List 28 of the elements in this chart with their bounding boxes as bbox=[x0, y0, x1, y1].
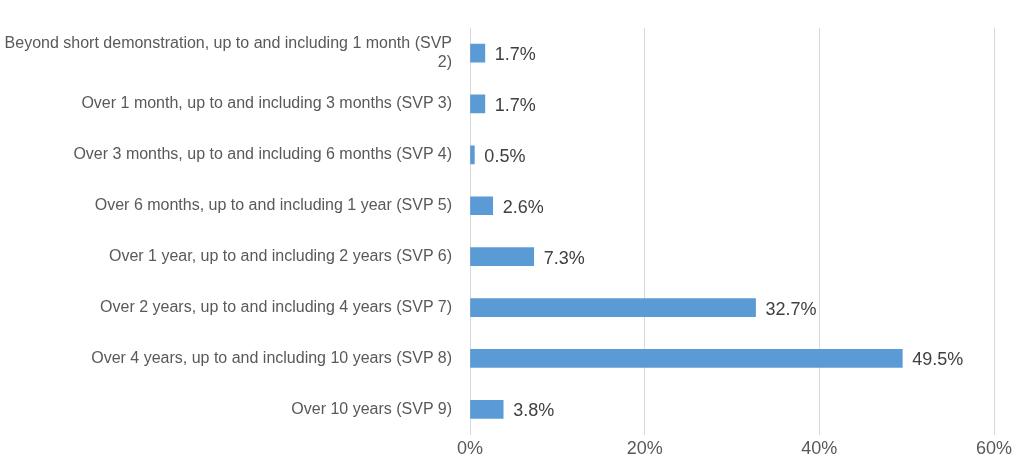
y-tick-label: Over 3 months, up to and including 6 months (SVP 4) bbox=[73, 145, 452, 163]
bar bbox=[470, 196, 494, 216]
y-tick-label: Over 1 month, up to and including 3 months (SVP 3) bbox=[81, 94, 452, 112]
data-label: 49.5% bbox=[912, 349, 964, 370]
y-tick-label: Over 1 year, up to and including 2 years (SVP 6) bbox=[108, 247, 452, 265]
data-label: 0.5% bbox=[484, 145, 526, 166]
data-label: 3.8% bbox=[513, 400, 555, 421]
data-label: 32.7% bbox=[765, 298, 817, 319]
x-tick-label: 60% bbox=[975, 437, 1013, 458]
y-tick-label: Over 6 months, up to and including 1 year (SVP 5) bbox=[94, 196, 452, 214]
bar bbox=[470, 145, 475, 165]
data-label: 1.7% bbox=[494, 44, 536, 65]
y-tick-label: Over 4 years, up to and including 10 years (SVP 8) bbox=[91, 348, 452, 366]
y-tick-label: Over 10 years (SVP 9) bbox=[291, 399, 452, 417]
data-label: 1.7% bbox=[494, 94, 536, 115]
y-tick-label: Over 2 years, up to and including 4 years (SVP 7) bbox=[100, 297, 452, 315]
bar bbox=[470, 298, 756, 317]
data-label: 7.3% bbox=[543, 247, 585, 268]
bar bbox=[470, 94, 486, 114]
x-tick-label: 40% bbox=[801, 437, 838, 458]
bar bbox=[470, 43, 486, 63]
bar bbox=[470, 247, 535, 266]
bar bbox=[470, 349, 903, 368]
data-label: 2.6% bbox=[502, 196, 544, 217]
bar bbox=[470, 400, 504, 419]
y-tick-label: Beyond short demonstration, up to and including 1 month (SVP 2) bbox=[4, 33, 452, 71]
x-tick-label: 20% bbox=[626, 437, 663, 458]
x-tick-label: 0% bbox=[456, 437, 484, 458]
